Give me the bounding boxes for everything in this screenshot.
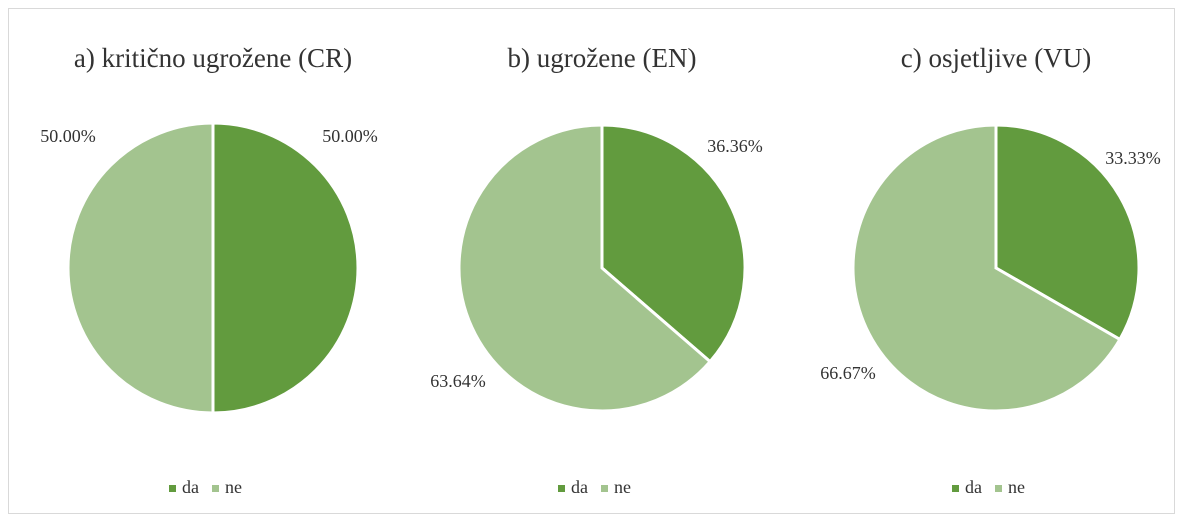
- pie-slice: [211, 121, 360, 415]
- legend-label: ne: [225, 477, 242, 497]
- legend-swatch: [212, 485, 219, 492]
- legend-swatch: [995, 485, 1002, 492]
- legend-swatch: [952, 485, 959, 492]
- chart-title: b) ugrožene (EN): [507, 43, 697, 73]
- legend-label: da: [182, 477, 199, 497]
- data-label: 50.00%: [40, 126, 96, 146]
- legend-swatch: [558, 485, 565, 492]
- chart-title: a) kritično ugrožene (CR): [73, 43, 353, 73]
- pie-slice: [600, 123, 747, 364]
- data-label: 66.67%: [820, 363, 876, 383]
- legend-label: da: [965, 477, 982, 497]
- legend-label: ne: [614, 477, 631, 497]
- pie-slice: [457, 123, 713, 413]
- legend-swatch: [169, 485, 176, 492]
- pie-slice: [994, 123, 1141, 342]
- data-label: 33.33%: [1105, 148, 1161, 168]
- pie-slice: [851, 123, 1122, 413]
- chart-title: c) osjetljive (VU): [900, 43, 1092, 73]
- pie-slice: [66, 121, 215, 415]
- legend-swatch: [601, 485, 608, 492]
- data-label: 36.36%: [707, 136, 763, 156]
- legend-label: ne: [1008, 477, 1025, 497]
- legend-label: da: [571, 477, 588, 497]
- data-label: 63.64%: [430, 371, 486, 391]
- data-label: 50.00%: [322, 126, 378, 146]
